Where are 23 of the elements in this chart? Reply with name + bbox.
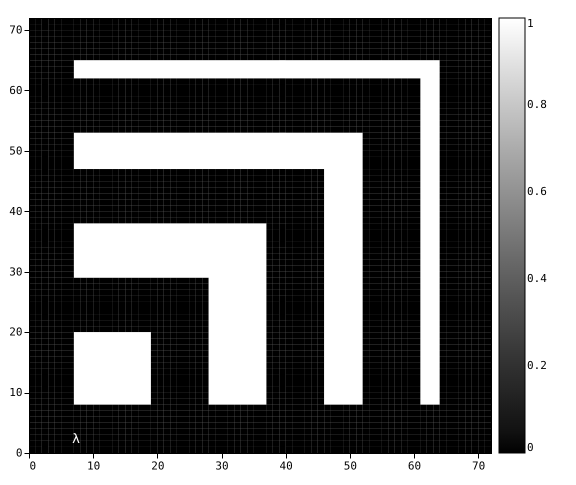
color-bar-label: 0.2 <box>527 359 547 372</box>
y-tick-label: 20 <box>9 326 22 339</box>
x-tick-label: 0 <box>30 460 36 472</box>
x-tick-label: 60 <box>408 460 422 472</box>
y-tick-label: 70 <box>9 24 22 37</box>
color-bar-label: 0.8 <box>527 98 547 111</box>
x-tick-label: 30 <box>215 460 229 472</box>
annotation: λ <box>72 432 80 447</box>
y-tick-label: 30 <box>9 265 22 278</box>
x-tick-label: 10 <box>87 460 100 472</box>
y-tick-label: 60 <box>9 84 22 97</box>
x-tick-label: 20 <box>151 460 164 472</box>
x-tick-label: 40 <box>280 460 293 472</box>
y-tick-label: 10 <box>9 386 22 400</box>
y-tick-label: 0 <box>16 446 22 460</box>
y-tick-label: 50 <box>9 144 22 158</box>
x-tick-label: 50 <box>344 460 357 472</box>
color-bar-label: 0 <box>527 441 534 454</box>
x-tick-label: 70 <box>472 460 486 472</box>
color-bar-label: 0.6 <box>527 185 547 198</box>
color-bar-label: 0.4 <box>527 272 548 285</box>
color-bar-label: 1 <box>527 17 534 30</box>
y-tick-label: 40 <box>9 204 22 218</box>
